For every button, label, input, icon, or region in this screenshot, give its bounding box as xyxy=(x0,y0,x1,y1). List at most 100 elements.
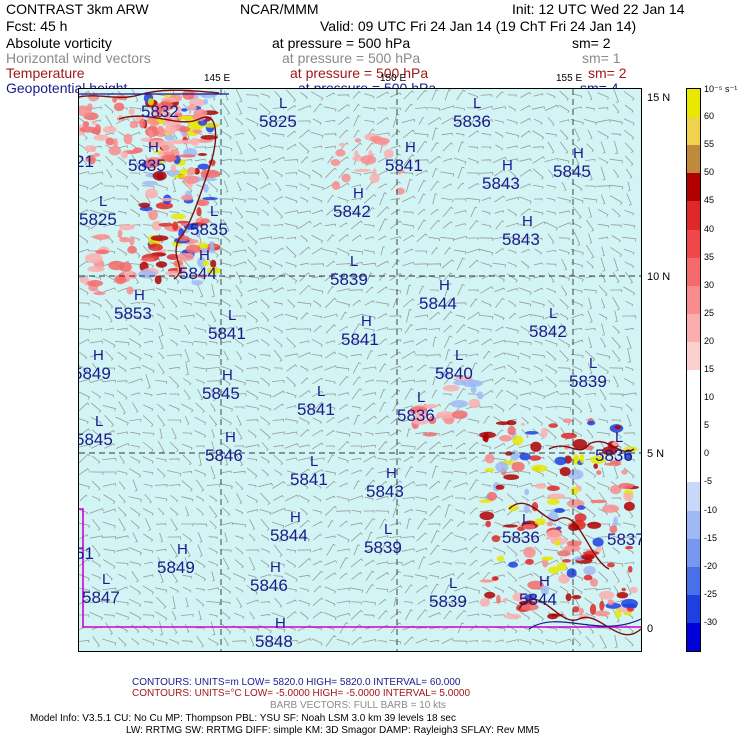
coastline-south xyxy=(508,441,641,636)
vorticity-cell xyxy=(79,277,90,284)
vorticity-cell xyxy=(338,142,346,147)
pressure-center-type: H xyxy=(290,509,301,526)
vorticity-cell xyxy=(527,580,544,590)
vorticity-cell xyxy=(582,551,600,556)
colorbar-tick-label: 40 xyxy=(704,223,715,234)
vorticity-cell xyxy=(156,125,164,134)
pressure-center-value: 5845 xyxy=(202,384,240,403)
vorticity-cell xyxy=(202,197,218,201)
vorticity-cell xyxy=(341,173,351,183)
vorticity-cell xyxy=(179,168,189,175)
vorticity-cell xyxy=(508,561,518,568)
vorticity-cell xyxy=(126,286,134,295)
lat-label-5n: 5 N xyxy=(647,448,665,460)
vorticity-cell xyxy=(152,170,167,181)
vorticity-cell xyxy=(531,464,548,472)
vorticity-cell xyxy=(554,456,567,466)
vorticity-cell xyxy=(523,546,536,558)
pressure-center-value: 5836 xyxy=(595,446,633,465)
pressure-center-type: L xyxy=(384,521,392,538)
colorbar-tick-label: 5 xyxy=(704,420,710,431)
pressure-center-value: 5825 xyxy=(259,112,297,131)
vorticity-cell xyxy=(141,257,155,262)
vorticity-cell xyxy=(534,483,547,489)
colorbar-segment xyxy=(687,313,700,343)
colorbar-tick-label: 20 xyxy=(704,335,715,346)
vorticity-cell xyxy=(495,461,509,473)
vorticity-cell xyxy=(442,384,460,392)
colorbar-segment xyxy=(687,482,700,511)
pressure-center-type: H xyxy=(177,541,188,558)
vorticity-cell xyxy=(534,518,546,526)
vorticity-cell xyxy=(179,126,191,133)
vorticity-cell xyxy=(145,188,158,199)
vorticity-cell xyxy=(369,173,380,184)
vorticity-cell xyxy=(546,485,560,492)
pressure-center-type: L xyxy=(102,571,110,588)
vorticity-cell xyxy=(596,470,602,475)
vorticity-cell xyxy=(476,391,484,400)
colorbar-tick-label: 50 xyxy=(704,167,715,178)
pressure-center-type: H xyxy=(386,465,397,482)
pressure-center-type: H xyxy=(134,287,145,304)
pressure-center-value: 5836 xyxy=(453,112,491,131)
vorticity-cell xyxy=(85,253,103,264)
vorticity-cell xyxy=(165,270,180,276)
vorticity-cell xyxy=(331,181,341,190)
vorticity-cell xyxy=(150,235,169,242)
pressure-center-value: 5849 xyxy=(79,364,111,383)
vorticity-cell xyxy=(383,149,394,159)
vorticity-cell xyxy=(191,280,203,286)
pressure-center-type: L xyxy=(589,355,597,372)
pressure-center-value: 5844 xyxy=(179,264,217,283)
field-level-wind: at pressure = 500 hPa xyxy=(282,50,421,66)
vorticity-cell xyxy=(621,587,626,592)
vorticity-cell xyxy=(579,452,585,464)
pressure-center-type: H xyxy=(502,157,513,174)
vorticity-cell xyxy=(572,606,580,613)
vorticity-cell xyxy=(614,425,622,430)
vorticity-cell xyxy=(185,244,201,254)
contour-label: 5837 xyxy=(607,530,641,549)
vorticity-cell xyxy=(623,501,635,511)
pressure-center-type: H xyxy=(148,139,159,156)
vorticity-cell xyxy=(172,221,179,231)
vorticity-cell xyxy=(181,139,196,145)
vorticity-cell xyxy=(412,419,429,425)
vorticity-cell xyxy=(354,150,359,159)
vorticity-cell xyxy=(623,611,633,616)
vorticity-cell xyxy=(540,585,549,596)
vorticity-cell xyxy=(199,177,218,182)
pressure-center-type: L xyxy=(549,305,557,322)
map-panel: L 5825 L 5836 H 5841 H 5843 H 5845 H 5835 L 5825 L 5835… xyxy=(78,88,642,652)
pressure-center-type: H xyxy=(275,615,286,632)
vorticity-cell xyxy=(604,462,622,466)
vorticity-cell xyxy=(87,265,105,272)
vorticity-cell xyxy=(147,98,155,106)
vorticity-cell xyxy=(625,545,634,550)
vorticity-cell xyxy=(556,562,567,571)
lon-label-150: 150 E xyxy=(380,73,407,84)
vorticity-cell xyxy=(559,466,571,477)
vorticity-cell xyxy=(370,135,383,143)
vorticity-cell xyxy=(108,145,122,156)
colorbar-segment xyxy=(687,398,700,427)
vorticity-cell xyxy=(607,562,615,568)
field-name-wind: Horizontal wind vectors xyxy=(6,50,151,66)
pressure-center-type: L xyxy=(522,511,530,528)
vorticity-cell xyxy=(468,380,483,387)
lat-label-0: 0 xyxy=(647,623,654,635)
vorticity-cell xyxy=(113,138,118,149)
vorticity-cell xyxy=(496,594,501,604)
vorticity-cell xyxy=(616,592,629,599)
vorticity-cell xyxy=(587,521,602,529)
lon-label-155: 155 E xyxy=(556,73,583,84)
vorticity-cell xyxy=(202,260,210,267)
vorticity-cell xyxy=(566,540,582,547)
vorticity-cell xyxy=(114,274,127,285)
vorticity-cell xyxy=(547,493,566,500)
pressure-center-type: H xyxy=(93,347,104,364)
footer-barb-vectors: BARB VECTORS: FULL BARB = 10 kts xyxy=(270,700,446,711)
colorbar-segment xyxy=(687,117,700,146)
